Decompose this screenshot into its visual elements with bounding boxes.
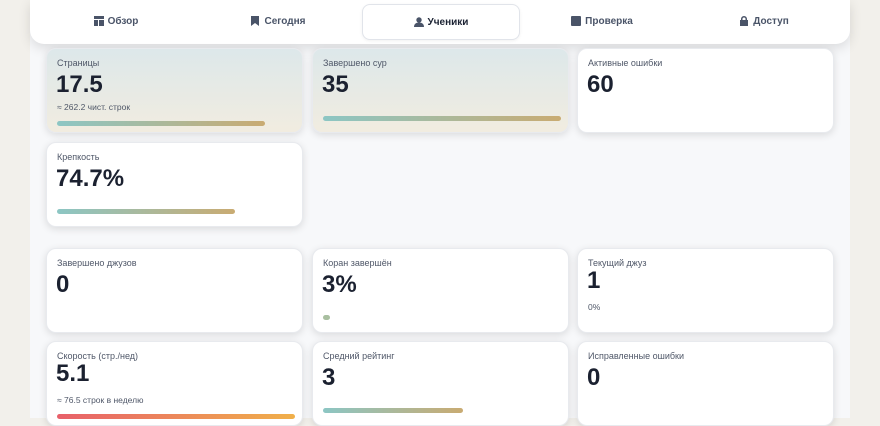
card-label: Завершено джузов	[57, 258, 137, 268]
card-value: 1	[587, 267, 601, 294]
tab-label: Сегодня	[264, 15, 306, 27]
card-label: Завершено сур	[323, 58, 387, 68]
card-label: Коран завершён	[323, 258, 392, 268]
progress-bar	[323, 315, 330, 320]
stat-card: Текущий джуз 1 0%	[577, 248, 834, 333]
card-value: 5.1	[56, 360, 90, 387]
progress-bar	[57, 414, 295, 419]
tab[interactable]: Проверка	[524, 4, 680, 38]
stat-card: Исправленные ошибки 0	[577, 341, 834, 426]
card-sub: ≈ 262.2 чист. строк	[57, 102, 131, 112]
stat-card: Коран завершён 3%	[312, 248, 569, 333]
icon	[571, 16, 582, 26]
card-label: Скорость (стр./нед)	[57, 351, 139, 361]
tab[interactable]: Сегодня	[200, 4, 356, 38]
progress-bar	[57, 121, 265, 126]
tab[interactable]: Ученики	[362, 4, 520, 40]
stat-card: Завершено сур 35	[312, 48, 569, 133]
progress-bar	[57, 209, 235, 214]
nav-bar: Обзор Сегодня Ученики Проверка Доступ	[30, 0, 850, 44]
card-label: Активные ошибки	[588, 58, 663, 68]
icon	[413, 17, 424, 27]
card-sub: 0%	[588, 302, 601, 312]
tab-label: Проверка	[585, 15, 633, 27]
tab-label: Ученики	[427, 16, 469, 28]
icon	[740, 16, 749, 26]
card-label: Текущий джуз	[588, 258, 647, 268]
stat-card: Крепкость 74.7%	[46, 142, 303, 227]
card-value: 35	[322, 71, 349, 98]
card-value: 60	[587, 71, 614, 98]
tab[interactable]: Доступ	[686, 4, 842, 38]
icon	[251, 16, 260, 26]
card-value: 3%	[322, 271, 357, 298]
card-label: Страницы	[57, 58, 100, 68]
card-value: 3	[322, 364, 336, 391]
card-value: 0	[587, 364, 601, 391]
icon	[93, 16, 104, 26]
stat-card: Скорость (стр./нед) 5.1 ≈ 76.5 строк в нед…	[46, 341, 303, 426]
tab-label: Доступ	[753, 15, 789, 27]
tab[interactable]: Обзор	[38, 4, 194, 38]
tab-label: Обзор	[107, 15, 139, 27]
card-label: Средний рейтинг	[323, 351, 395, 361]
card-label: Крепкость	[57, 152, 100, 162]
progress-bar	[323, 116, 561, 121]
stat-card: Завершено джузов 0	[46, 248, 303, 333]
stat-card: Активные ошибки 60	[577, 48, 834, 133]
card-label: Исправленные ошибки	[588, 351, 684, 361]
progress-bar	[323, 408, 463, 413]
card-value: 74.7%	[56, 165, 125, 192]
stat-card: Страницы 17.5 ≈ 262.2 чист. строк	[46, 48, 303, 133]
card-value: 17.5	[56, 71, 103, 98]
card-value: 0	[56, 271, 70, 298]
card-sub: ≈ 76.5 строк в неделю	[57, 395, 144, 405]
stat-card: Средний рейтинг 3	[312, 341, 569, 426]
